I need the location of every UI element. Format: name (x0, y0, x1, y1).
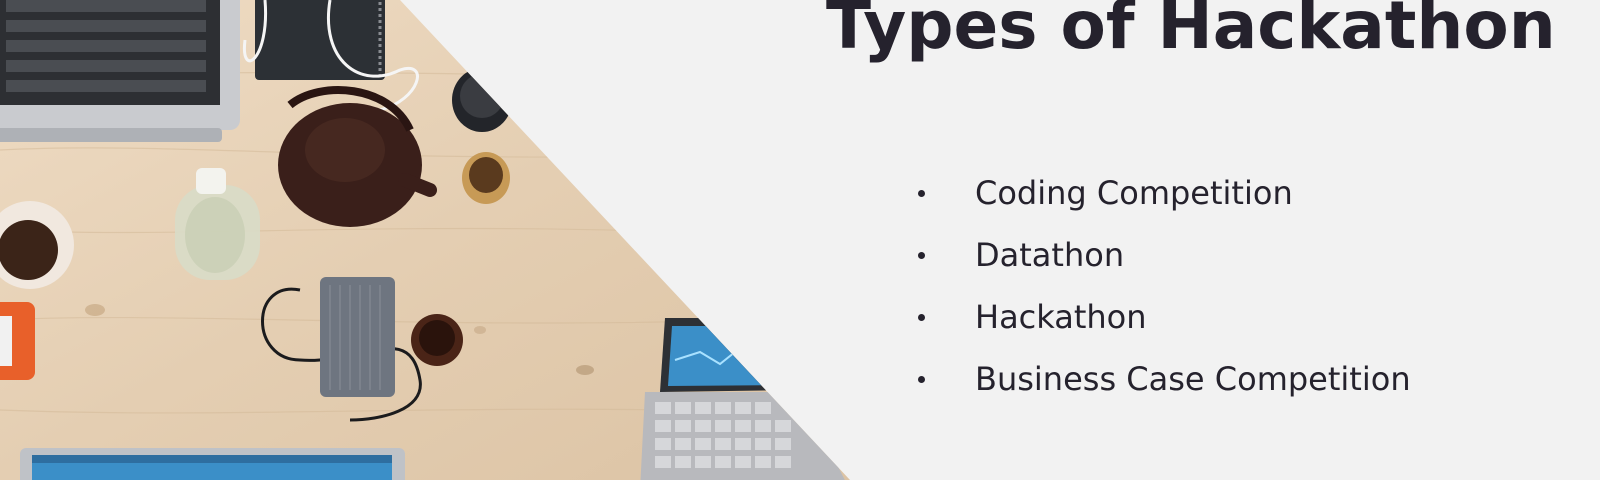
bullet-text: Hackathon (975, 298, 1147, 336)
bullet-text: Business Case Competition (975, 360, 1411, 398)
bullet-item-hackathon: Hackathon (916, 286, 1411, 348)
bullet-dot-icon (918, 313, 925, 321)
notebook (255, 0, 385, 80)
power-bank (261, 277, 422, 422)
glass-bottle (175, 168, 260, 280)
bullet-dot-icon (918, 189, 925, 197)
bullet-item-datathon: Datathon (916, 224, 1411, 286)
desk-photo-illustration (0, 0, 850, 480)
bullet-text: Datathon (975, 236, 1125, 274)
slide-title: Types of Hackathon (826, 0, 1556, 64)
bullet-item-business-case-competition: Business Case Competition (916, 348, 1411, 410)
bullet-dot-icon (918, 375, 925, 383)
desk-photo (0, 0, 850, 480)
laptop-right (640, 318, 850, 480)
bullet-dot-icon (918, 251, 925, 259)
teapot (278, 86, 437, 227)
bullet-list: Coding Competition Datathon Hackathon Bu… (916, 162, 1411, 410)
laptop-top-left (0, 0, 240, 142)
laptop-bottom (20, 448, 405, 480)
bullet-text: Coding Competition (975, 174, 1293, 212)
bullet-item-coding-competition: Coding Competition (916, 162, 1411, 224)
